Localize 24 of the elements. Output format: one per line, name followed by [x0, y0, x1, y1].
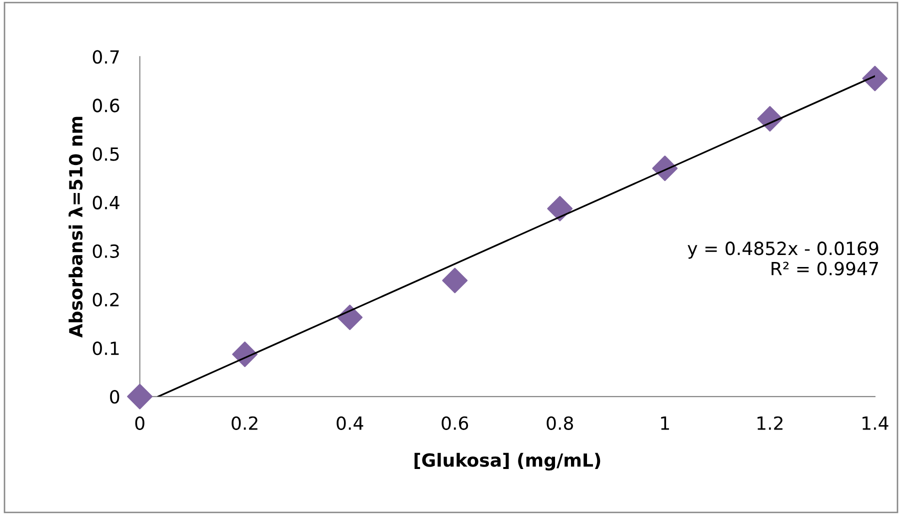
y-tick-label: 0 — [110, 390, 120, 404]
point — [442, 268, 468, 294]
x-tick-label: 1.2 — [758, 416, 782, 430]
point — [337, 304, 363, 330]
x-tick-label: 0.4 — [336, 416, 364, 430]
y-tick-label: 0.3 — [92, 244, 119, 258]
annotation: y = 0.4852x - 0.0169 R² = 0.9947 — [688, 242, 878, 276]
y-tick-label: 0.4 — [92, 196, 120, 210]
x-tick-label: 1.4 — [862, 416, 888, 430]
y-axis-title: Absorbansi λ=510 nm — [68, 116, 83, 338]
y-tick-label: 0.1 — [92, 341, 119, 356]
x-tick-label: 0.8 — [546, 416, 574, 430]
x-tick-label: 0.2 — [232, 416, 258, 430]
point — [547, 196, 573, 222]
x-axis-title: [Glukosa] (mg/mL) — [414, 452, 600, 471]
y-tick-label: 0.7 — [92, 50, 119, 64]
y-tick-label: 0.2 — [92, 292, 119, 307]
y-tick-label: 0.5 — [92, 147, 119, 161]
point — [127, 384, 153, 410]
x-tick-label: 0.6 — [442, 416, 468, 430]
x-tick-label: 1 — [661, 416, 669, 430]
y-tick-label: 0.6 — [92, 98, 120, 112]
x-tick-label: 0 — [135, 416, 144, 430]
point — [862, 66, 888, 92]
